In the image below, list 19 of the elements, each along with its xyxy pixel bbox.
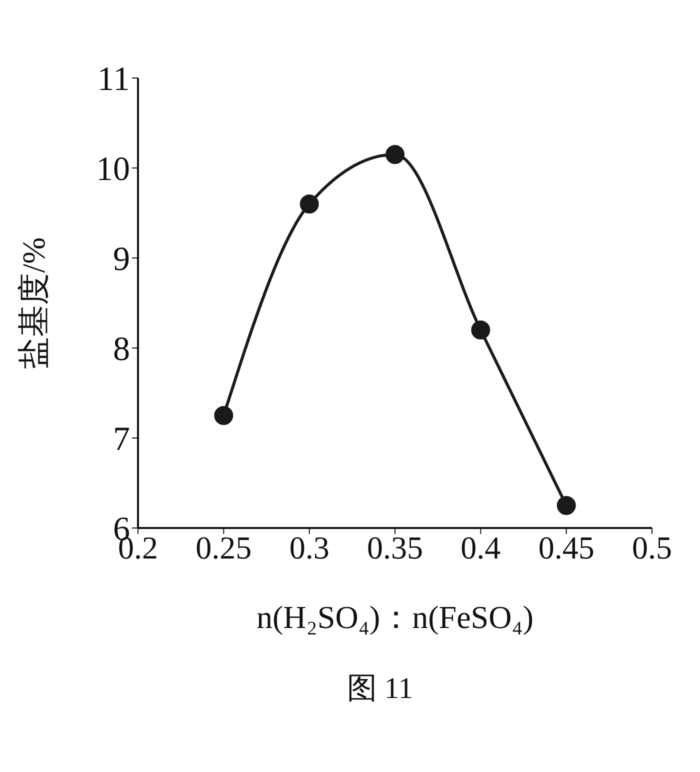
point bbox=[300, 194, 319, 214]
y-tick-label: 8 bbox=[113, 331, 130, 368]
y-tick-label: 10 bbox=[96, 151, 130, 188]
caption: 图 11 bbox=[346, 671, 414, 707]
x-tick-label: 0.45 bbox=[538, 530, 594, 566]
point bbox=[386, 145, 404, 164]
point bbox=[556, 496, 576, 515]
x-axis-title: n(H₂SO₄)：n(FeSO₄) bbox=[256, 599, 534, 635]
x-tick-label: 0.4 bbox=[460, 530, 501, 566]
y-tick-label: 11 bbox=[97, 61, 130, 98]
point bbox=[214, 406, 234, 425]
x-tick-label: 0.3 bbox=[289, 530, 330, 566]
x-tick-label: 0.5 bbox=[632, 530, 672, 566]
point bbox=[471, 320, 490, 340]
x-tick-label: 0.25 bbox=[196, 530, 252, 566]
y-axis-title: 盐基度/% bbox=[15, 237, 52, 369]
y-tick-label: 9 bbox=[113, 241, 130, 278]
x-tick-label: 0.35 bbox=[367, 530, 423, 566]
y-tick-label: 7 bbox=[113, 421, 130, 458]
